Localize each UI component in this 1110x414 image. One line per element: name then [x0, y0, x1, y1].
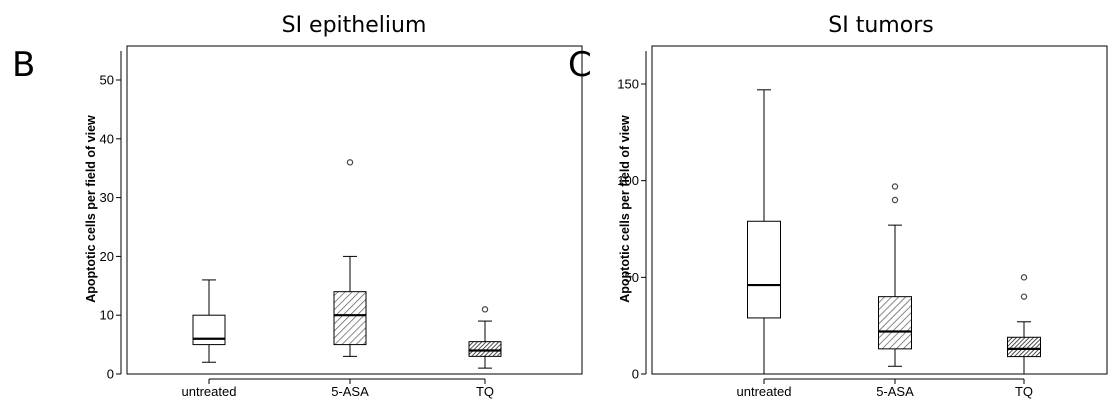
y-tick-label: 100: [617, 173, 639, 188]
outlier-point: [481, 306, 489, 313]
panel-b: B SI epithelium Apoptotic cells per fiel…: [12, 13, 583, 399]
outlier-point: [346, 159, 354, 166]
y-tick-label: 30: [100, 190, 114, 205]
y-tick-label: 50: [100, 73, 114, 88]
box-untreated: [192, 314, 226, 346]
outlier-point: [891, 183, 899, 190]
y-tick-label: 150: [617, 77, 639, 92]
chart-title-b: SI epithelium: [282, 13, 427, 38]
y-tick-label: 40: [100, 131, 114, 146]
outlier-point: [1020, 274, 1028, 281]
x-tick-label: untreated: [182, 384, 237, 399]
y-tick-label: 0: [107, 367, 114, 382]
panel-c: C SI tumors Apoptotic cells per field of…: [568, 13, 1108, 399]
x-tick-label: 5-ASA: [331, 384, 369, 399]
box-untreated: [747, 220, 781, 319]
box-tq: [1007, 336, 1041, 358]
x-tick-label: 5-ASA: [876, 384, 914, 399]
x-tick-label: untreated: [737, 384, 792, 399]
box-5-asa: [333, 291, 367, 346]
panel-letter-b: B: [12, 45, 35, 85]
plot-area-b: 0 10 20 30 40 50 untreated 5-ASA TQ: [100, 51, 502, 399]
y-axis-label-b: Apoptotic cells per field of view: [84, 115, 98, 303]
box-5-asa: [878, 296, 912, 350]
panel-letter-c: C: [568, 45, 592, 85]
x-tick-label: TQ: [476, 384, 494, 399]
plot-frame-c: [651, 45, 1108, 375]
y-tick-label: 20: [100, 249, 114, 264]
box-tq: [468, 341, 502, 357]
y-axis-label-c: Apoptotic cells per field of view: [618, 115, 632, 303]
y-tick-label: 0: [632, 367, 639, 382]
y-tick-label: 50: [625, 270, 639, 285]
plot-area-c: 0 50 100 150 untreated 5-ASA TQ: [617, 51, 1041, 399]
outlier-point: [891, 196, 899, 204]
outlier-point: [1020, 293, 1028, 300]
chart-title-c: SI tumors: [828, 13, 933, 38]
plot-frame-b: [126, 45, 583, 375]
y-tick-label: 10: [100, 308, 114, 323]
x-tick-label: TQ: [1015, 384, 1033, 399]
